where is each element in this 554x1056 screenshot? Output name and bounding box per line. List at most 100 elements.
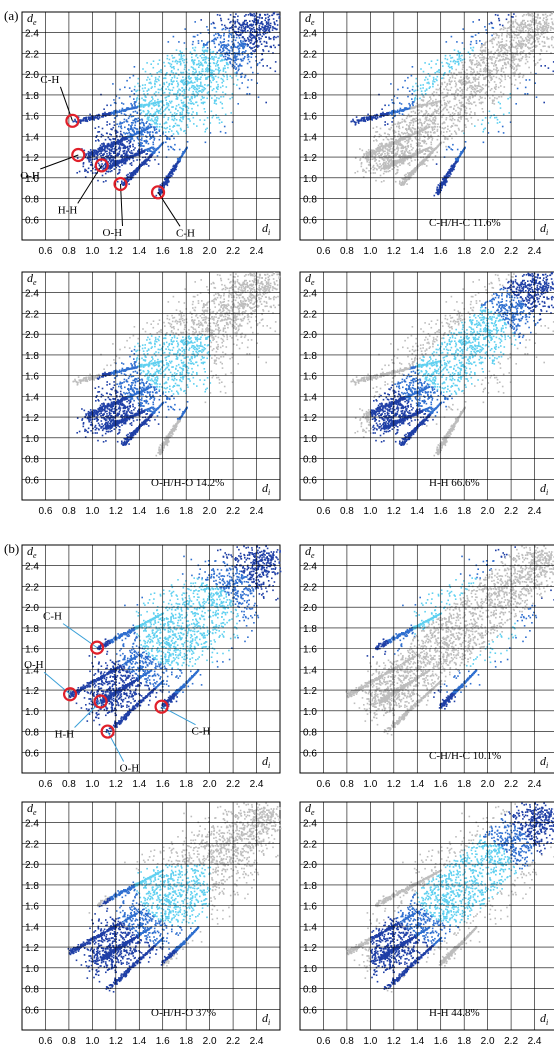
fingerprint-point [218,70,220,72]
fingerprint-point [123,147,125,149]
fingerprint-point [494,103,496,105]
fingerprint-point [400,122,402,124]
fingerprint-point [429,120,431,122]
fingerprint-point [247,37,249,39]
fingerprint-point [466,102,468,104]
fingerprint-point [221,78,223,80]
fingerprint-point [130,103,132,105]
fingerprint-point [237,58,239,60]
fingerprint-point [380,175,382,177]
fingerprint-point [456,125,458,127]
fingerprint-point [403,163,405,165]
fingerprint-point [268,30,270,32]
fingerprint-point [460,87,462,89]
fingerprint-point [217,84,219,86]
fingerprint-point [374,167,376,169]
fingerprint-point [191,97,193,99]
fingerprint-point [133,149,135,151]
fingerprint-point [133,154,135,156]
fingerprint-point [180,54,182,56]
fingerprint-point [113,127,115,129]
fingerprint-point [103,181,105,183]
fingerprint-point [203,54,205,56]
fingerprint-point [387,133,389,135]
fingerprint-point [539,43,541,45]
fingerprint-point [484,98,486,100]
fingerprint-point [470,41,472,43]
fingerprint-point [272,26,274,28]
fingerprint-point [456,84,458,86]
fingerprint-point [225,132,227,134]
fingerprint-point [532,29,534,31]
fingerprint-point [242,51,244,53]
fingerprint-point [157,123,159,125]
fingerprint-point [265,102,267,104]
x-tick-label: 1.2 [109,246,123,257]
fingerprint-point [436,106,438,108]
fingerprint-point [267,23,269,25]
fingerprint-point [250,42,252,44]
fingerprint-point [80,121,82,123]
fingerprint-point [121,143,123,145]
fingerprint-point [217,65,219,67]
fingerprint-point [243,43,245,45]
fingerprint-point [476,63,478,65]
fingerprint-point [211,111,213,113]
fingerprint-point [199,119,201,121]
fingerprint-point [239,27,241,29]
fingerprint-point [149,160,151,162]
fingerprint-point [272,29,274,31]
fingerprint-point [216,91,218,93]
fingerprint-point [244,40,246,42]
fingerprint-point [478,82,480,84]
fingerprint-point [126,178,128,180]
fingerprint-point [123,110,125,112]
fingerprint-point [132,144,134,146]
fingerprint-point [411,98,413,100]
fingerprint-point [156,119,158,121]
fingerprint-point [213,39,215,41]
fingerprint-point [241,26,243,28]
fingerprint-point [163,83,165,85]
fingerprint-point [429,100,431,102]
fingerprint-point [221,121,223,123]
fingerprint-point [137,112,139,114]
fingerprint-point [396,126,398,128]
fingerprint-point [203,46,205,48]
fingerprint-point [373,172,375,174]
fingerprint-point [193,68,195,70]
fingerprint-point [230,14,232,16]
fingerprint-point [171,71,173,73]
fingerprint-point [260,34,262,36]
fingerprint-point [537,41,539,43]
fingerprint-point [109,133,111,135]
fingerprint-point [127,174,129,176]
fingerprint-point [406,124,408,126]
fingerprint-point [189,82,191,84]
fingerprint-point [142,127,144,129]
fingerprint-point [249,20,251,22]
fingerprint-point [143,123,145,125]
fingerprint-point [236,75,238,77]
fingerprint-point [133,160,135,162]
fingerprint-point [437,126,439,128]
fingerprint-point [407,116,409,118]
fingerprint-point [177,125,179,127]
fingerprint-point [275,37,277,39]
fingerprint-point [154,126,156,128]
fingerprint-point [411,160,413,162]
fingerprint-point [166,122,168,124]
fingerprint-point [177,97,179,99]
fingerprint-point [159,146,161,148]
fingerprint-point [239,37,241,39]
fingerprint-point [118,111,120,113]
fingerprint-point [122,108,124,110]
fingerprint-point [252,31,254,33]
fingerprint-point [119,153,121,155]
fingerprint-point [171,81,173,83]
fingerprint-point [246,43,248,45]
fingerprint-point [268,17,270,19]
fingerprint-point [537,25,539,27]
fingerprint-point [121,181,123,183]
fingerprint-point [456,54,458,56]
